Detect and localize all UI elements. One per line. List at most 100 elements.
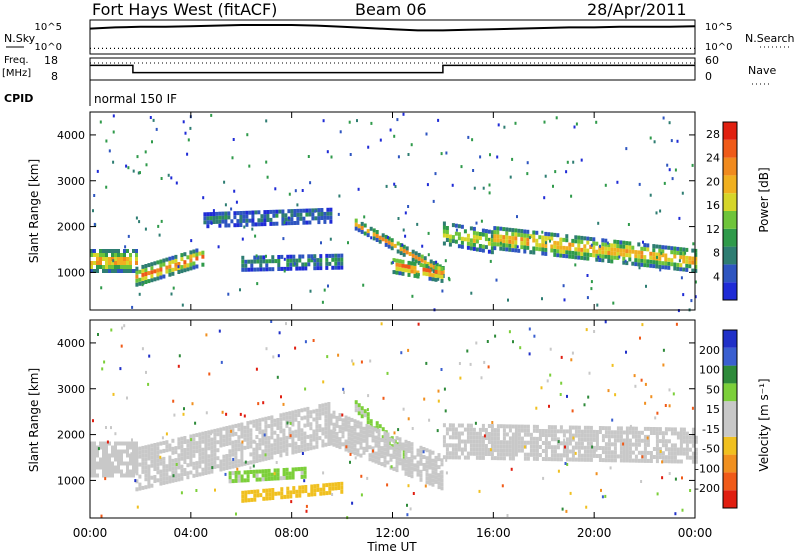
power-cell-band-7 [496,230,500,235]
velocity-cell-band-5 [440,482,444,487]
velocity-cell-band-1 [321,439,325,444]
velocity-cell-band-6 [691,451,695,456]
velocity-cell-band-2 [285,475,289,480]
power-cell-band-2 [266,214,270,218]
velocity-cell-band-6 [616,438,620,443]
power-cell-band-2 [245,222,249,227]
power-cell-band-6 [460,236,464,241]
power-cell-band-6 [484,237,488,242]
velocity-cell-band-1 [282,444,286,449]
power-cell-band-7 [655,264,659,269]
velocity-cell-band-3 [244,494,248,499]
velocity-cell-band-1 [144,461,148,466]
y-tick-label-4000: 4000 [57,337,85,350]
power-cell-band-3 [340,253,344,258]
velocity-speckle [604,494,607,498]
velocity-cell-band-1 [246,433,250,438]
velocity-cell-band-5 [368,425,372,430]
power-cell-band-3 [271,267,275,272]
power-cell-band-7 [526,237,530,242]
velocity-cell-band-1 [258,454,262,459]
velocity-cell-band-1 [273,430,277,435]
power-cell-band-0 [117,261,120,265]
power-speckle [488,183,491,187]
velocity-speckle [595,448,598,452]
velocity-cell-band-1 [312,429,316,434]
colorbar-tick--100: -100 [695,462,720,475]
power-cell-band-1 [153,277,157,282]
velocity-speckle [322,380,325,384]
colorbar-tick-50: 50 [706,383,720,396]
power-speckle [254,234,257,238]
velocity-cell-band-5 [353,427,357,432]
power-cell-band-4 [384,234,388,239]
velocity-cell-band-6 [526,428,530,433]
power-cell-band-2 [218,211,222,216]
velocity-speckle [674,512,677,516]
velocity-cell-band-1 [264,440,268,445]
power-speckle [144,150,147,154]
velocity-cell-band-6 [511,440,515,445]
power-cell-band-0 [105,261,108,265]
velocity-cell-band-1 [177,477,181,482]
velocity-cell-band-1 [165,444,169,449]
power-cell-band-1 [174,258,178,263]
velocity-cell-band-5 [353,451,357,456]
power-speckle [309,289,312,293]
velocity-cell-band-6 [607,446,611,451]
power-cell-band-7 [514,228,518,233]
velocity-cell-band-1 [174,450,178,455]
velocity-cell-band-6 [514,440,518,445]
velocity-cell-band-3 [313,484,317,489]
velocity-cell-band-1 [156,478,160,483]
velocity-cell-band-5 [335,423,339,428]
velocity-speckle [230,429,233,433]
velocity-cell-band-6 [652,447,656,451]
power-cell-band-7 [610,259,614,264]
velocity-cell-band-5 [425,472,429,477]
velocity-cell-band-5 [395,468,399,473]
power-cell-band-1 [159,263,163,268]
velocity-speckle [510,467,513,471]
power-cell-band-7 [679,247,683,252]
power-cell-band-0 [105,265,108,269]
power-cell-band-1 [186,255,190,260]
velocity-cell-band-6 [505,452,509,457]
velocity-cell-band-6 [682,431,686,436]
power-cell-band-7 [676,262,680,267]
power-speckle [488,191,491,195]
velocity-cell-band-1 [294,413,298,418]
velocity-cell-band-6 [442,439,446,444]
power-cell-band-1 [189,254,193,259]
power-cell-band-7 [586,252,590,257]
velocity-cell-band-5 [431,478,435,483]
velocity-cell-band-1 [279,453,283,458]
velocity-cell-band-1 [324,418,328,423]
velocity-cell-band-5 [383,451,387,456]
power-cell-band-5 [407,268,411,273]
power-cell-band-6 [466,233,470,238]
velocity-cell-band-5 [383,431,387,436]
velocity-cell-band-2 [270,472,274,477]
power-cell-band-4 [384,238,388,243]
power-cell-band-7 [661,245,665,250]
velocity-cell-band-6 [553,433,557,438]
power-cell-band-7 [589,237,593,241]
power-cell-band-1 [192,249,196,254]
power-cell-band-3 [256,259,260,264]
velocity-cell-band-5 [371,454,375,459]
power-speckle [555,116,558,120]
velocity-cell-band-1 [228,441,232,446]
power-cell-band-3 [340,265,344,270]
velocity-cell-band-1 [135,479,139,484]
velocity-cell-band-1 [243,425,247,430]
velocity-cell-band-1 [297,437,301,441]
velocity-cell-band-1 [189,442,193,447]
velocity-cell-band-6 [637,430,641,435]
velocity-cell-band-5 [386,452,390,457]
velocity-cell-band-0 [105,457,108,462]
power-cell-band-4 [429,259,433,264]
power-cell-band-2 [329,207,333,212]
velocity-cell-band-5 [365,436,369,440]
velocity-cell-band-6 [571,437,575,442]
